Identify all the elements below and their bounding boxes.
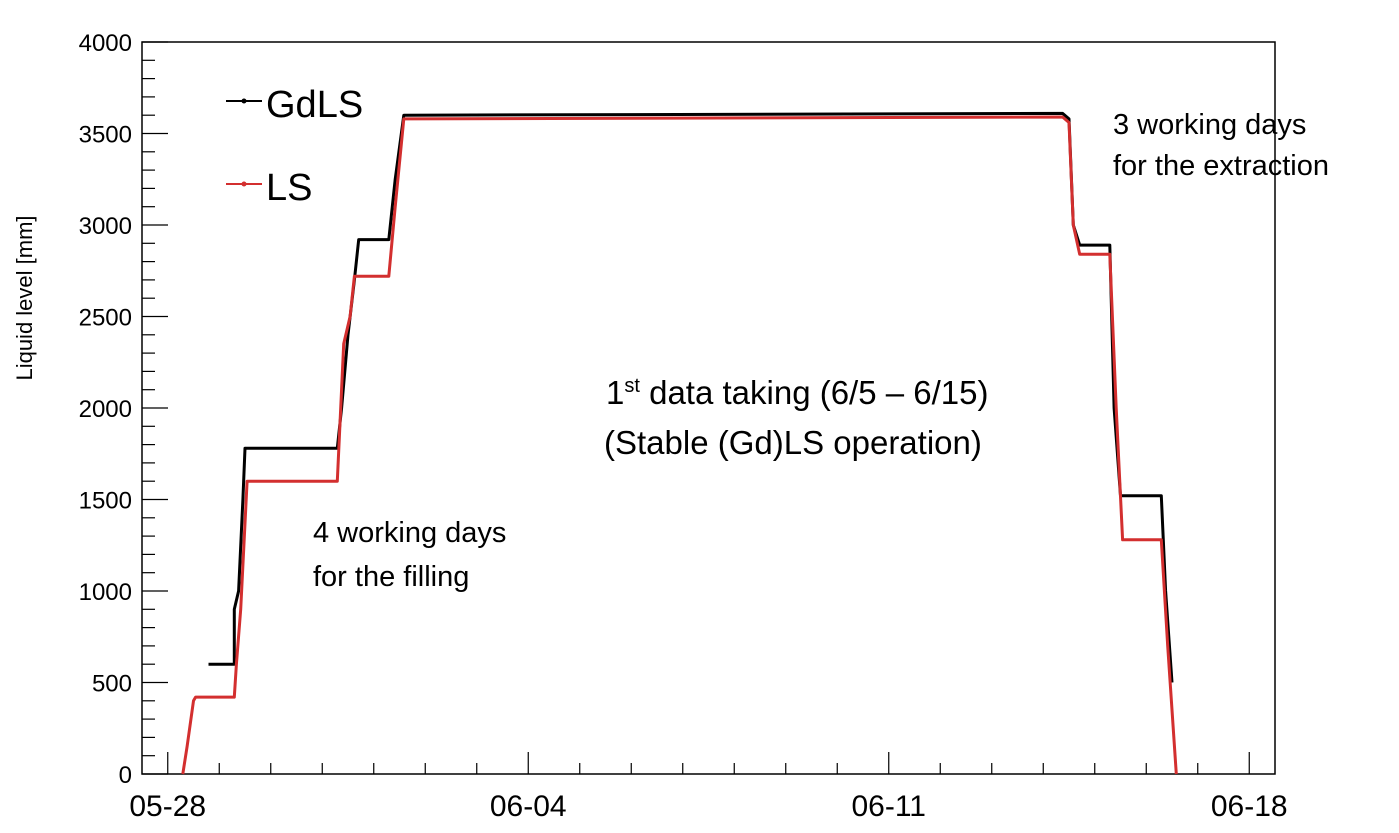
- y-tick-label: 1500: [79, 488, 132, 515]
- legend-label-gdls: GdLS: [266, 84, 363, 126]
- legend-marker-gdls: [241, 98, 247, 104]
- series-line-gdls: [208, 111, 1174, 683]
- annotation-extraction-line2: for the extraction: [1113, 150, 1329, 182]
- annotation-data-taking-sup: st: [624, 375, 640, 397]
- y-tick-label: 500: [92, 671, 132, 698]
- y-tick-label: 3500: [79, 122, 132, 149]
- annotation-extraction-line1: 3 working days: [1113, 109, 1306, 141]
- y-tick-label: 4000: [79, 30, 132, 57]
- series-line-ls: [181, 115, 1178, 775]
- annotation-data-taking-rest: data taking (6/5 – 6/15): [640, 374, 989, 411]
- legend-label-ls: LS: [266, 167, 312, 209]
- annotation-stable-operation: (Stable (Gd)LS operation): [604, 424, 982, 461]
- y-tick-label: 3000: [79, 213, 132, 240]
- y-tick-label: 1000: [79, 579, 132, 606]
- y-axis-label: Liquid level [mm]: [12, 215, 37, 380]
- legend-marker-ls: [241, 181, 247, 187]
- y-tick-label: 0: [119, 762, 132, 789]
- annotation-filling-line1: 4 working days: [313, 517, 506, 549]
- x-tick-label: 05-28: [129, 790, 206, 823]
- y-tick-label: 2000: [79, 396, 132, 423]
- annotation-data-taking: 1st data taking (6/5 – 6/15): [606, 374, 988, 411]
- annotation-filling-line2: for the filling: [313, 561, 469, 593]
- x-tick-label: 06-18: [1211, 790, 1288, 823]
- annotation-data-taking-num: 1: [606, 374, 624, 411]
- x-tick-label: 06-11: [851, 790, 926, 823]
- x-tick-label: 06-04: [490, 790, 567, 823]
- y-tick-label: 2500: [79, 305, 132, 332]
